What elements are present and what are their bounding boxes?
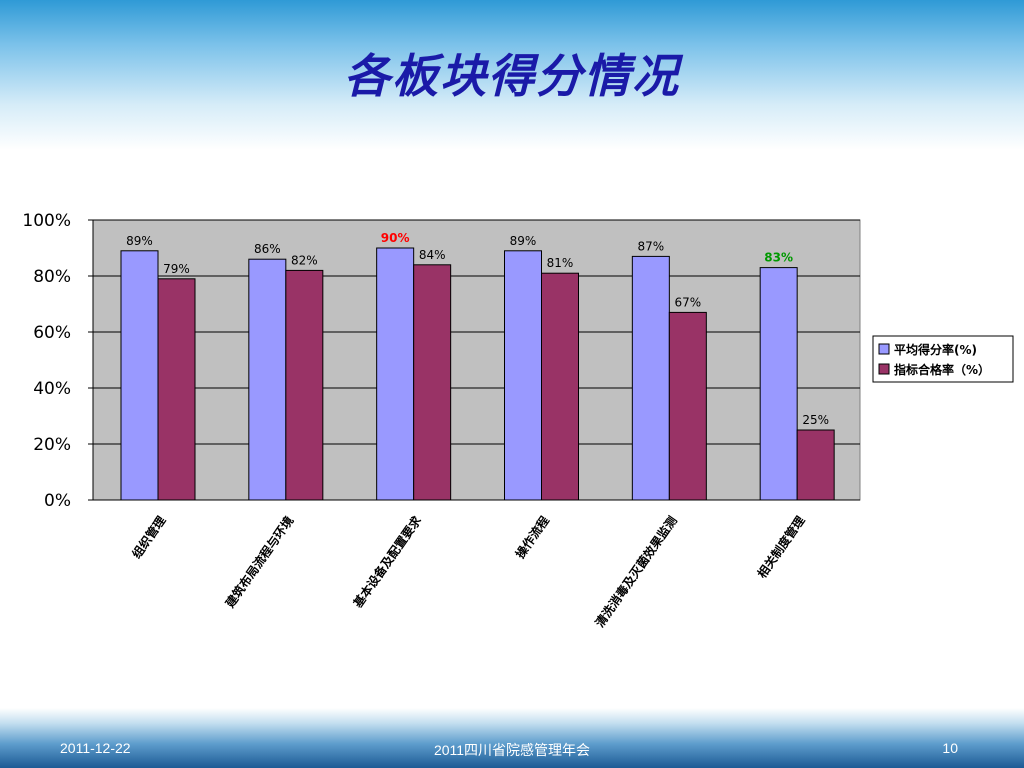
x-category-label: 相关制度管理: [754, 513, 808, 581]
data-label: 89%: [126, 234, 153, 248]
bar: [157, 278, 196, 501]
bar: [504, 250, 542, 501]
bar: [376, 247, 415, 501]
x-category-label: 清洗消毒及灭菌效果监测: [592, 513, 680, 630]
bar: [759, 267, 798, 501]
bar: [668, 311, 707, 501]
y-tick-label: 20%: [33, 435, 71, 455]
y-tick-label: 100%: [22, 211, 71, 231]
bar: [248, 258, 287, 501]
data-label: 84%: [419, 248, 446, 262]
legend-box: [872, 335, 1014, 383]
bar: [413, 264, 452, 501]
legend-swatch: [878, 363, 890, 375]
slide-title: 各板块得分情况: [344, 49, 680, 103]
data-label: 82%: [291, 253, 318, 267]
header-band: [0, 0, 1024, 150]
bar-chart: 0% 20% 40% 60% 80% 100% 89% 79% 组织管理 86% 82% 建筑布局流程…: [22, 211, 1014, 630]
y-tick-label: 60%: [33, 323, 71, 343]
plot-area: [92, 219, 861, 501]
x-category-label: 建筑布局流程与环境: [221, 513, 296, 611]
x-category-label: 基本设备及配置要求: [349, 512, 424, 611]
data-label: 89%: [510, 234, 537, 248]
chart: 0% 20% 40% 60% 80% 100% 89% 79% 组织管理 86% 82% 建筑布局流程…: [0, 200, 1024, 660]
legend-label: 平均得分率(%): [894, 342, 977, 357]
data-label: 83%: [764, 251, 793, 265]
footer-center-text: 2011四川省院感管理年会: [433, 742, 591, 758]
data-label: 87%: [637, 239, 664, 253]
bar: [541, 272, 579, 501]
bar: [631, 255, 670, 501]
bar: [120, 250, 159, 501]
data-label: 86%: [254, 242, 281, 256]
y-tick-label: 0%: [44, 491, 71, 511]
data-label: 81%: [547, 256, 574, 270]
bar: [285, 269, 324, 501]
bar: [796, 429, 835, 501]
y-tick-label: 40%: [33, 379, 71, 399]
x-category-label: 组织管理: [129, 513, 169, 561]
page-number: 10: [942, 740, 958, 756]
legend-swatch: [878, 343, 890, 355]
y-tick-label: 80%: [33, 267, 71, 287]
data-label: 67%: [674, 295, 701, 309]
data-label: 79%: [163, 262, 190, 276]
data-label: 25%: [802, 413, 829, 427]
footer-date: 2011-12-22: [60, 740, 131, 756]
footer-band: [0, 708, 1024, 768]
legend-label: 指标合格率（%）: [894, 362, 990, 377]
x-category-label: 操作流程: [512, 513, 552, 561]
data-label: 90%: [381, 231, 410, 245]
